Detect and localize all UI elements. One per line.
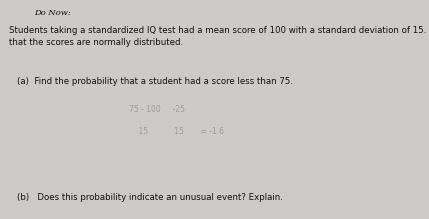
Text: (a)  Find the probability that a student had a score less than 75.: (a) Find the probability that a student … (17, 77, 293, 86)
Text: 75 - 100     -25: 75 - 100 -25 (129, 105, 185, 114)
Text: Do Now:: Do Now: (34, 9, 71, 17)
Text: Students taking a standardized IQ test had a mean score of 100 with a standard d: Students taking a standardized IQ test h… (9, 26, 429, 47)
Text: 15           15       = -1.6: 15 15 = -1.6 (129, 127, 224, 136)
Text: (b)   Does this probability indicate an unusual event? Explain.: (b) Does this probability indicate an un… (17, 193, 283, 202)
